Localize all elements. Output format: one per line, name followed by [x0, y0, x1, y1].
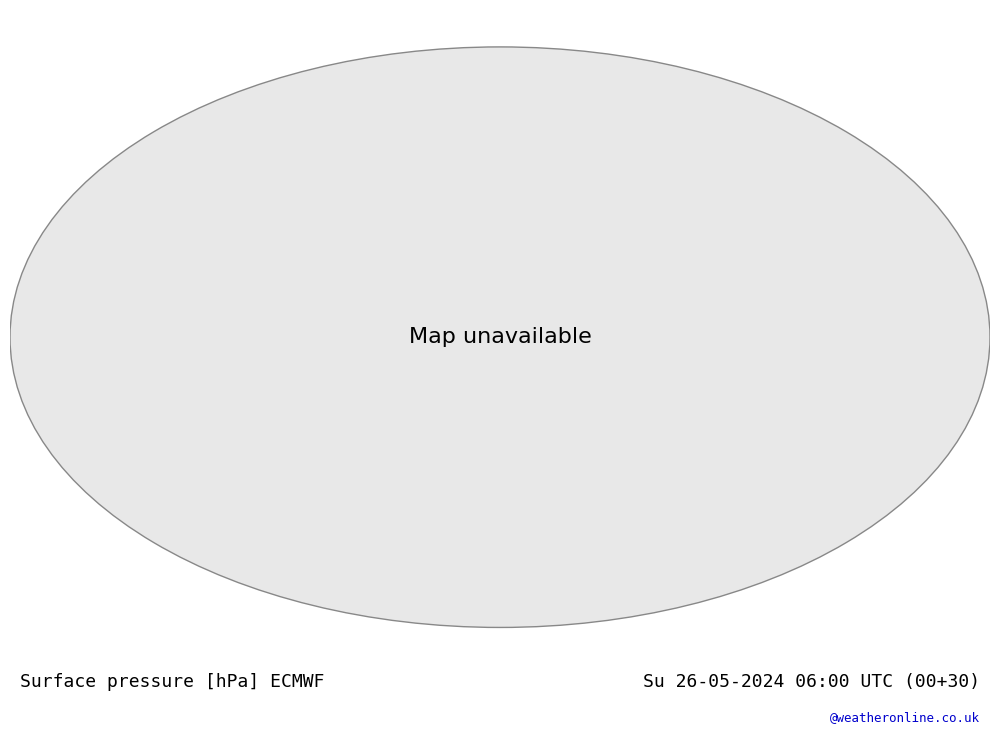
- Text: @weatheronline.co.uk: @weatheronline.co.uk: [830, 711, 980, 724]
- Text: Surface pressure [hPa] ECMWF: Surface pressure [hPa] ECMWF: [20, 673, 324, 690]
- Text: Su 26-05-2024 06:00 UTC (00+30): Su 26-05-2024 06:00 UTC (00+30): [643, 673, 980, 690]
- Ellipse shape: [10, 47, 990, 627]
- Text: Map unavailable: Map unavailable: [409, 327, 591, 347]
